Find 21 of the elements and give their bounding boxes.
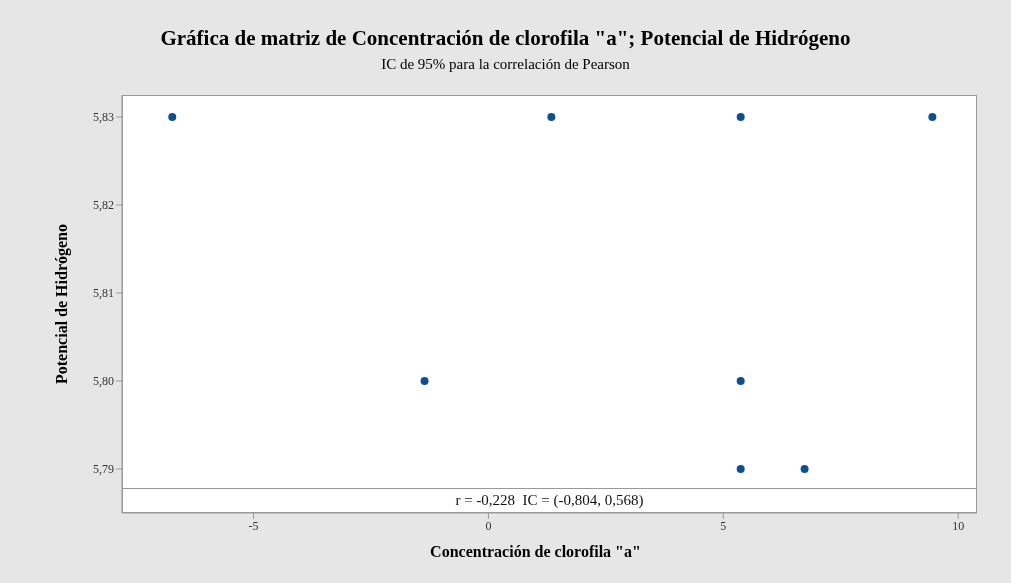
point bbox=[736, 377, 745, 385]
point bbox=[168, 113, 177, 121]
x-tick-label: -5 bbox=[248, 518, 259, 533]
y-tick-label: 5,83 bbox=[93, 110, 114, 125]
x-axis-title: Concentración de clorofila "a" bbox=[429, 543, 642, 561]
point bbox=[736, 113, 745, 121]
point bbox=[420, 377, 429, 385]
y-tick-label: 5,80 bbox=[93, 374, 114, 389]
point bbox=[928, 113, 937, 121]
chart-title: Gráfica de matriz de Concentración de clorofila "a"; Potencial de Hidrógeno bbox=[159, 26, 852, 51]
x-tick-label: 10 bbox=[952, 518, 965, 533]
x-tick-label: 5 bbox=[720, 518, 727, 533]
y-tick-label: 5,79 bbox=[93, 462, 114, 477]
point bbox=[547, 113, 556, 121]
y-axis-title: Potencial de Hidrógeno bbox=[53, 224, 71, 384]
point bbox=[736, 465, 745, 473]
y-tick-label: 5,81 bbox=[93, 286, 114, 301]
chart-subtitle: IC de 95% para la correlación de Pearson bbox=[380, 56, 631, 73]
x-tick-label: 0 bbox=[485, 518, 492, 533]
point bbox=[800, 465, 809, 473]
y-tick-label: 5,82 bbox=[93, 198, 114, 213]
